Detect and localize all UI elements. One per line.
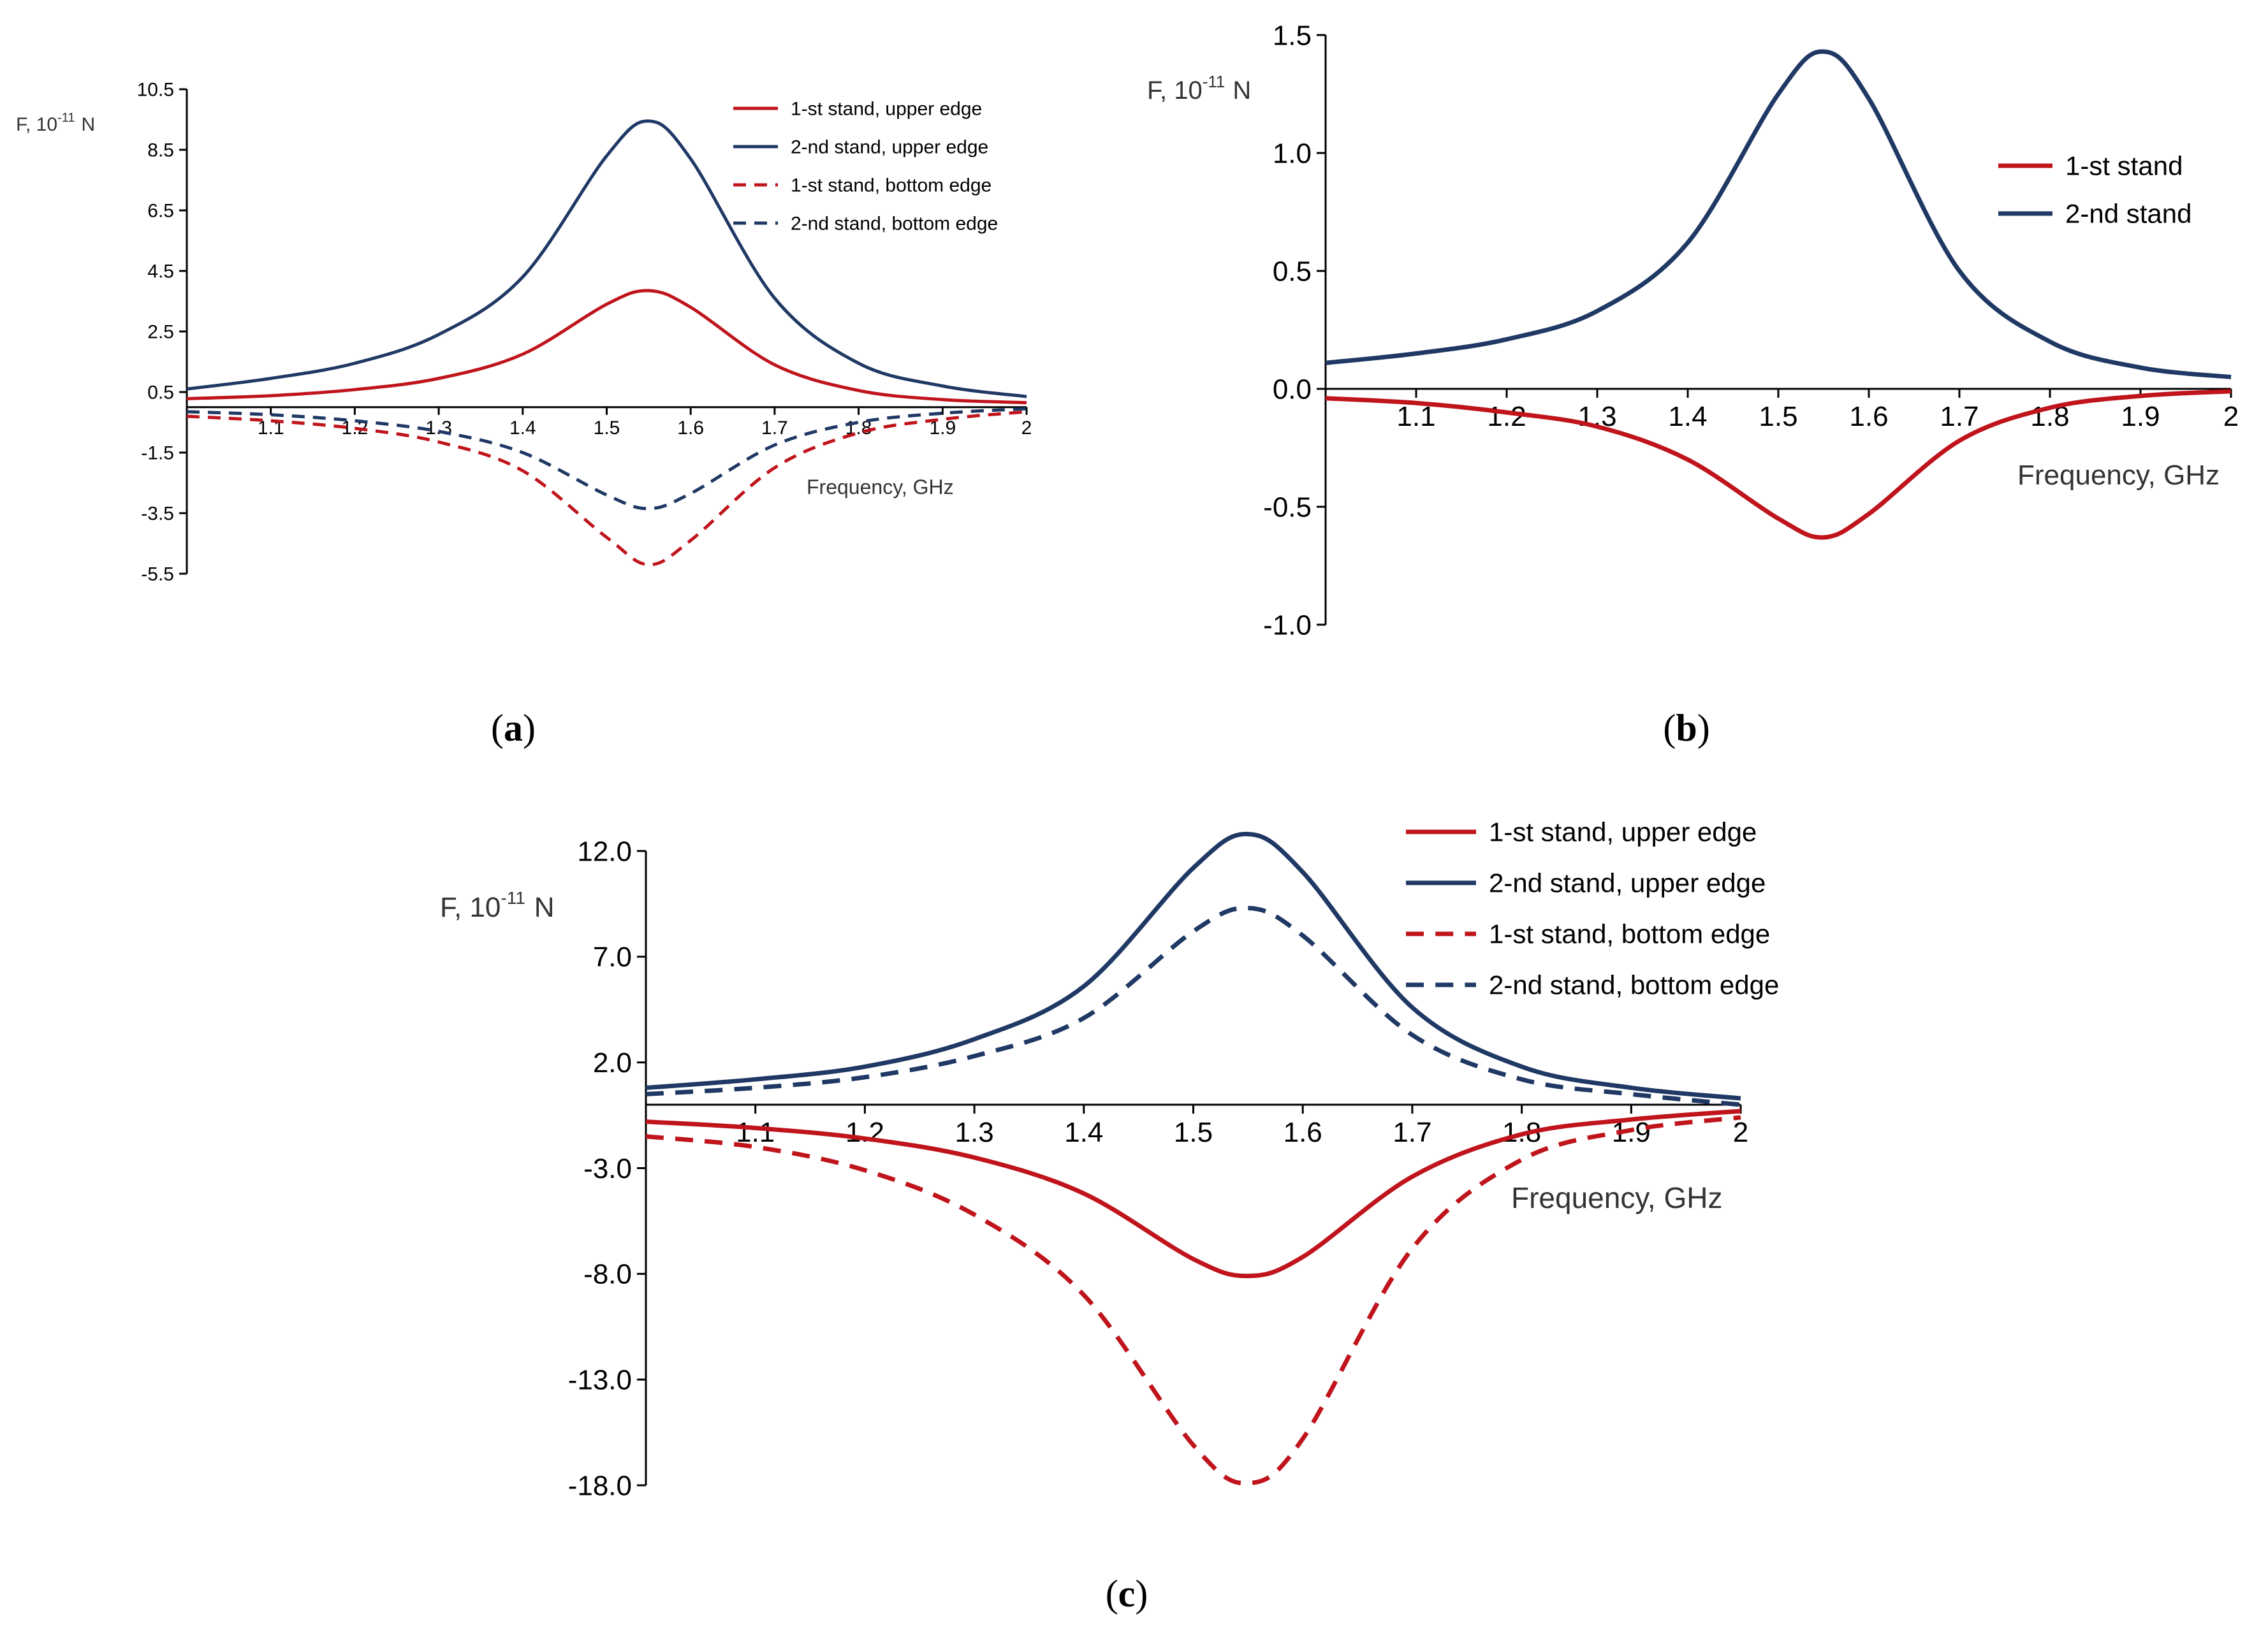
x-axis-label: Frequency, GHz	[1511, 1181, 1722, 1214]
chart-b: 1.51.00.50.0-0.5-1.01.1 1.2 1.3 1.4 1.5 1.6 1.…	[1147, 20, 2239, 749]
y-tick-label: -0.5	[1263, 491, 1312, 523]
legend-label: 2-nd stand, bottom edge	[791, 214, 998, 235]
x-tick-label: 1.9	[2121, 401, 2160, 432]
y-tick-label: 6.5	[147, 201, 174, 222]
series-line-1	[645, 1109, 1741, 1279]
x-tick-label: 1.5	[1174, 1117, 1213, 1148]
x-tick-label: 1.7	[1393, 1117, 1431, 1148]
y-tick-label: -13.0	[568, 1365, 632, 1396]
panel-label: (b)	[1663, 707, 1709, 749]
y-tick-label: -3.0	[583, 1153, 632, 1184]
y-tick-label: 0.0	[1273, 374, 1312, 405]
y-tick-label: 8.5	[147, 140, 174, 161]
legend: 1-st stand 2-nd stand	[1998, 151, 2191, 229]
legend-label: 1-st stand, bottom edge	[791, 175, 991, 196]
x-tick-label: 1.5	[1759, 401, 1797, 432]
x-axis-label: Frequency, GHz	[2017, 460, 2220, 491]
x-tick-label: 1.6	[1849, 401, 1888, 432]
series-line-2	[186, 119, 1027, 398]
x-tick-label: 1.2	[1487, 401, 1526, 432]
legend-label: 2-nd stand, upper edge	[791, 137, 988, 158]
y-tick-label: 7.0	[593, 942, 632, 973]
legend-label: 2-nd stand	[2065, 199, 2191, 229]
x-tick-label: 1.7	[761, 418, 788, 439]
legend: 1-st stand, upper edge 2-nd stand, upper …	[1406, 817, 1779, 1000]
plot-area: 10.58.56.54.52.50.5-1.5-3.5-5.51.1 1.2 1.3…	[137, 80, 1032, 585]
series-line-1	[186, 289, 1027, 405]
y-tick-label: 0.5	[147, 382, 174, 404]
series-line-2	[645, 831, 1741, 1101]
y-axis-label: F, 10-11 N	[1147, 72, 1251, 105]
x-tick-label: 1.5	[594, 418, 620, 439]
x-tick-label: 1.4	[509, 418, 536, 439]
series-line-4	[186, 407, 1027, 511]
y-axis-label: F, 10-11 N	[440, 888, 555, 923]
plot-area: 1.51.00.50.0-0.5-1.01.1 1.2 1.3 1.4 1.5 1.6 1.…	[1263, 20, 2239, 641]
y-tick-label: -3.5	[141, 504, 174, 525]
y-axis-label: F, 10-11 N	[16, 111, 95, 135]
legend-label: 2-nd stand, bottom edge	[1489, 970, 1779, 1000]
y-tick-label: -1.5	[141, 443, 174, 464]
series-line-2	[1325, 49, 2232, 379]
x-axis-label: Frequency, GHz	[807, 476, 954, 498]
x-tick-label: 1.4	[1668, 401, 1707, 432]
x-tick-label: 2	[2223, 401, 2239, 432]
legend-label: 1-st stand, bottom edge	[1489, 919, 1770, 949]
legend-label: 1-st stand	[2065, 151, 2183, 181]
x-tick-label: 2	[1021, 418, 1032, 439]
x-tick-label: 1.6	[677, 418, 704, 439]
legend-label: 1-st stand, upper edge	[1489, 817, 1757, 847]
y-tick-label: 2.5	[147, 322, 174, 343]
y-tick-label: 1.5	[1273, 20, 1312, 51]
x-tick-label: 2	[1733, 1117, 1748, 1148]
y-tick-label: -18.0	[568, 1470, 632, 1501]
legend-label: 2-nd stand, upper edge	[1489, 868, 1766, 898]
y-tick-label: -1.0	[1263, 609, 1312, 641]
chart-c: 12.0 7.0 2.0 -3.0 -8.0 -13.0 -18.0 1.1 1.2 1.3 1.4…	[440, 817, 1779, 1615]
panel-label: (a)	[491, 707, 536, 749]
series-line-3	[186, 410, 1027, 567]
chart-a: 10.58.56.54.52.50.5-1.5-3.5-5.51.1 1.2 1.3…	[16, 80, 1032, 750]
x-tick-label: 1.2	[845, 1117, 884, 1148]
series-line-3	[645, 1115, 1741, 1486]
y-tick-label: 4.5	[147, 261, 174, 282]
x-tick-label: 1.3	[955, 1117, 994, 1148]
legend-label: 1-st stand, upper edge	[791, 99, 982, 120]
y-tick-label: 1.0	[1273, 138, 1312, 169]
y-tick-label: -8.0	[583, 1259, 632, 1290]
x-tick-label: 1.6	[1284, 1117, 1322, 1148]
panel-label: (c)	[1106, 1573, 1148, 1615]
y-tick-label: -5.5	[141, 564, 174, 585]
y-tick-label: 12.0	[577, 836, 632, 867]
x-tick-label: 1.3	[425, 418, 452, 439]
y-tick-label: 10.5	[137, 80, 174, 101]
x-tick-label: 1.1	[736, 1117, 775, 1148]
y-tick-label: 0.5	[1273, 256, 1312, 287]
x-tick-label: 1.7	[1940, 401, 1979, 432]
legend: 1-st stand, upper edge 2-nd stand, upper …	[733, 99, 998, 235]
series-line-1	[1325, 389, 2232, 540]
y-tick-label: 2.0	[593, 1047, 632, 1079]
x-tick-label: 1.4	[1064, 1117, 1103, 1148]
plot-area: 12.0 7.0 2.0 -3.0 -8.0 -13.0 -18.0 1.1 1.2 1.3 1.4…	[568, 831, 1748, 1501]
